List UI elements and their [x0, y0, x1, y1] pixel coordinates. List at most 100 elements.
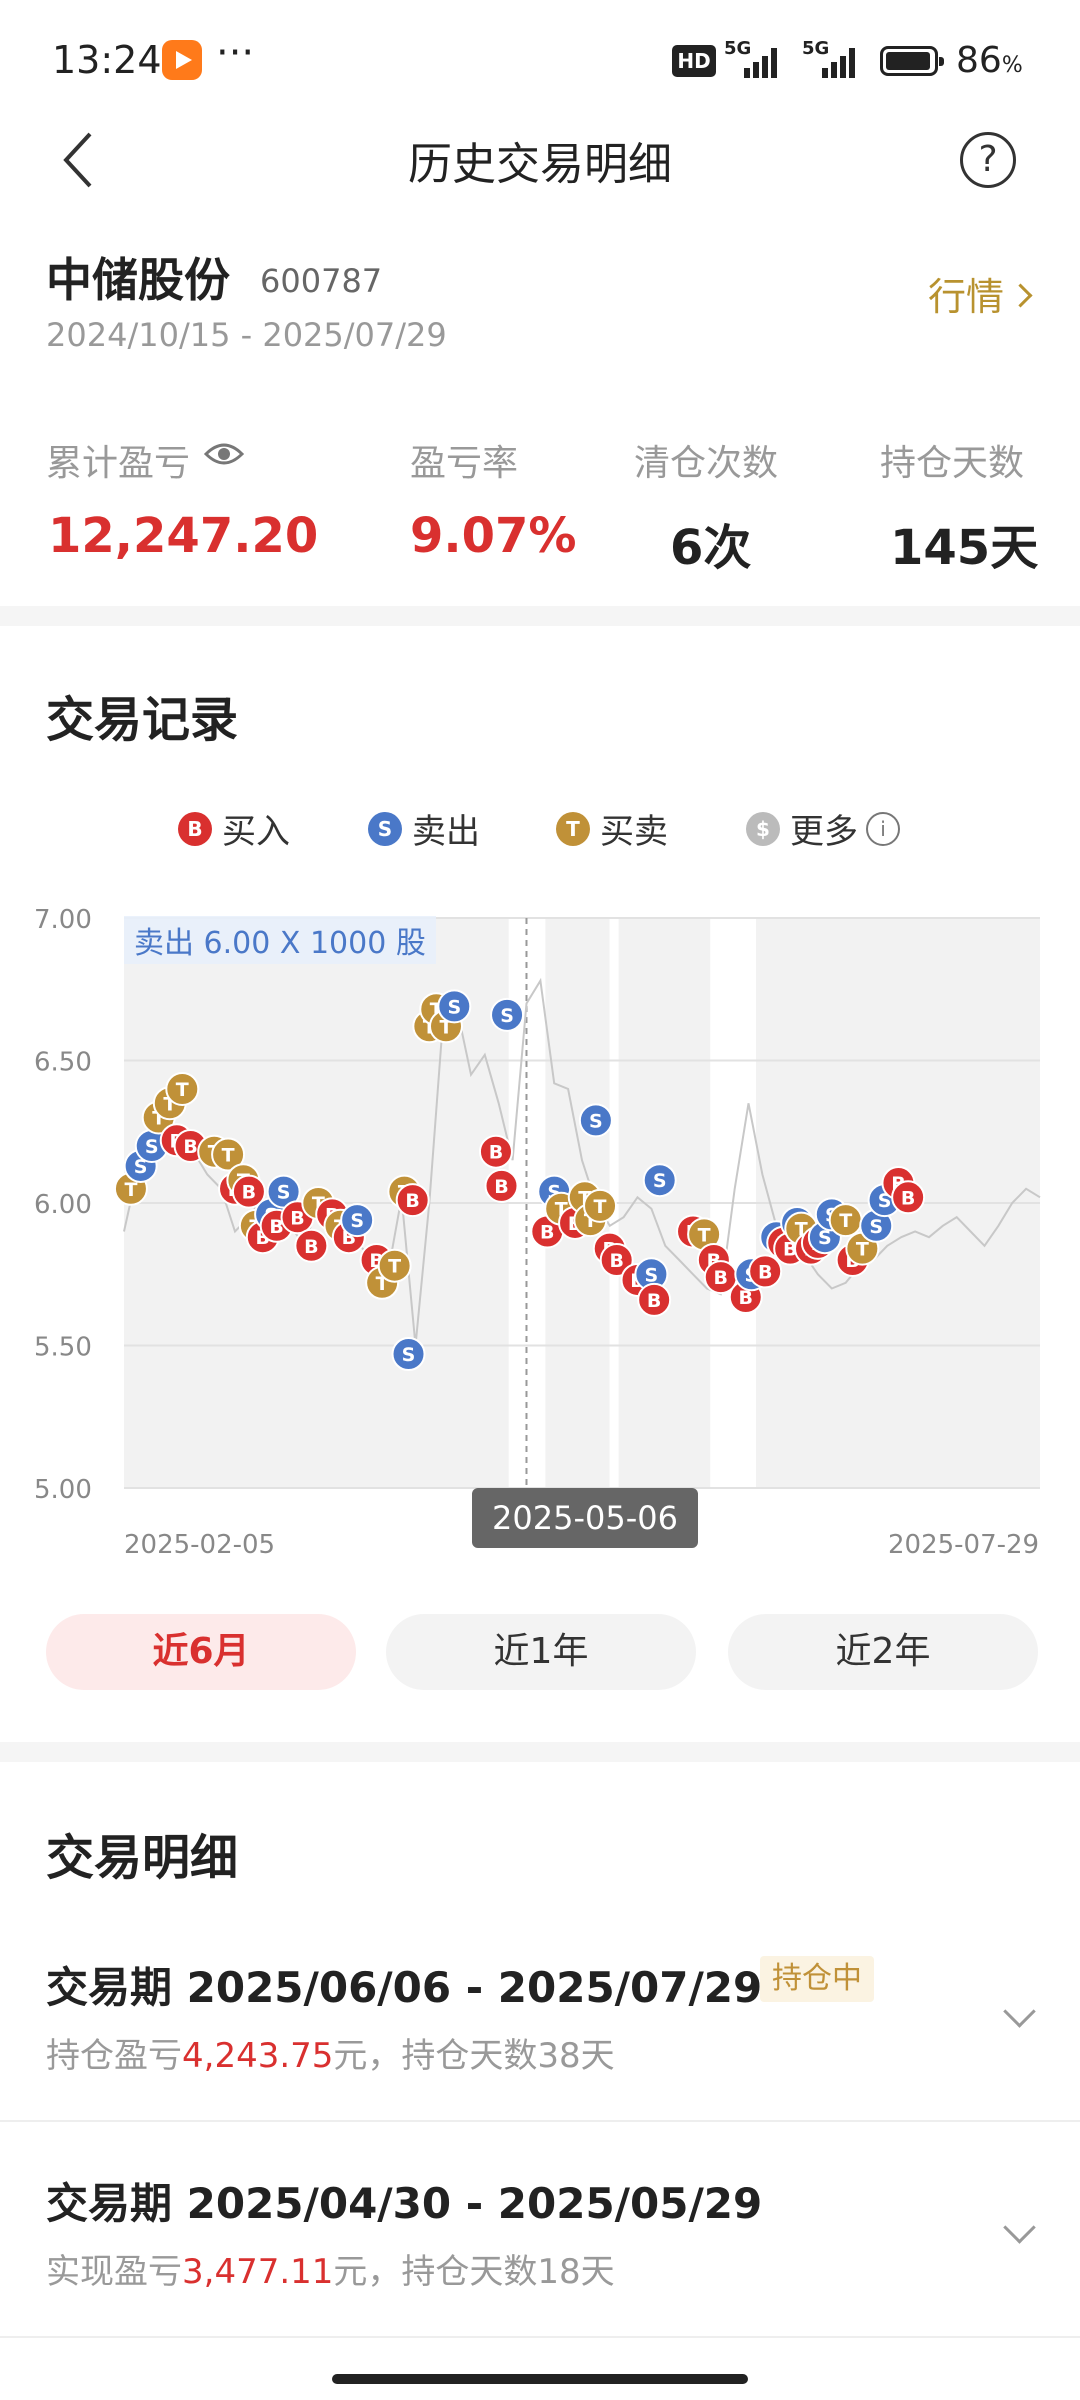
- dollar-marker-icon: $: [746, 811, 780, 846]
- stat-value-clear-count: 6次: [670, 520, 752, 576]
- tab-2-years[interactable]: 近2年: [728, 1614, 1038, 1690]
- buy-marker-label: B: [489, 1142, 503, 1164]
- buy-marker-label: B: [540, 1222, 554, 1244]
- legend-buy[interactable]: B 买入: [178, 804, 290, 853]
- signal-label-2: 5G: [802, 38, 830, 59]
- buy-marker-label: B: [901, 1187, 915, 1209]
- legend-buy-label: 买入: [222, 812, 290, 852]
- sell-marker-label: S: [869, 1216, 883, 1238]
- trade-marker-label: T: [839, 1210, 852, 1232]
- trade-marker: [583, 1188, 618, 1223]
- buy-marker: [891, 1180, 926, 1215]
- legend-more-label: 更多: [790, 812, 858, 852]
- legend-sell-label: 卖出: [412, 812, 480, 852]
- legend-more[interactable]: $ 更多 i: [746, 804, 900, 853]
- page-title: 历史交易明细: [408, 139, 672, 190]
- chart-tooltip-trade: 卖出 6.00 X 1000 股: [124, 916, 436, 964]
- hd-icon: HD: [672, 45, 716, 77]
- sell-marker-label: S: [277, 1182, 291, 1204]
- buy-marker: [748, 1254, 783, 1289]
- buy-marker-label: B: [405, 1190, 419, 1212]
- buy-marker: [395, 1183, 430, 1218]
- buy-marker-label: B: [647, 1290, 661, 1312]
- trade-marker-label: T: [856, 1239, 869, 1261]
- signal-label-1: 5G: [724, 38, 752, 59]
- legend-trade[interactable]: T 买卖: [556, 804, 668, 853]
- trade-marker-label: T: [124, 1179, 137, 1201]
- trade-marker: [165, 1072, 200, 1106]
- help-icon[interactable]: ?: [960, 132, 1016, 188]
- trade-details-title: 交易明细: [46, 1830, 239, 1886]
- trade-marker-label: T: [698, 1224, 711, 1246]
- buy-marker-label: B: [783, 1239, 797, 1261]
- info-icon[interactable]: i: [866, 811, 900, 846]
- sell-marker-label: S: [402, 1344, 416, 1366]
- sell-marker: [437, 989, 472, 1024]
- stat-value-hold-days: 145天: [890, 520, 1039, 576]
- sell-marker-label: S: [350, 1210, 364, 1232]
- sell-marker-label: S: [818, 1227, 832, 1249]
- sell-marker: [391, 1337, 426, 1372]
- trade-marker: [377, 1248, 412, 1283]
- battery-icon: [880, 46, 944, 76]
- buy-marker-label: B: [242, 1182, 256, 1204]
- buy-marker: [599, 1243, 634, 1277]
- section-divider: [0, 1742, 1080, 1762]
- y-tick-label: 7.00: [34, 905, 92, 935]
- sell-marker: [490, 997, 525, 1032]
- buy-marker: [294, 1228, 329, 1263]
- trade-period-title: 交易期 2025/04/30 - 2025/05/29: [46, 2179, 763, 2228]
- quote-link[interactable]: 行情: [928, 266, 1033, 321]
- trade-marker-label: T: [594, 1196, 607, 1218]
- signal-icon-1: 5G: [724, 38, 784, 78]
- trade-marker-label: T: [176, 1079, 189, 1101]
- eye-icon[interactable]: [204, 436, 244, 472]
- tab-1-year[interactable]: 近1年: [386, 1614, 696, 1690]
- buy-marker-label: B: [739, 1287, 753, 1309]
- buy-marker: [231, 1174, 266, 1209]
- stat-value-total-pnl: 12,247.20: [48, 508, 319, 564]
- buy-marker-label: B: [183, 1136, 197, 1158]
- sell-marker-label: S: [447, 996, 461, 1018]
- signal-icon-2: 5G: [802, 38, 862, 78]
- sell-marker-label: S: [653, 1170, 667, 1192]
- buy-marker-label: B: [714, 1267, 728, 1289]
- legend-sell[interactable]: S 卖出: [368, 804, 480, 853]
- y-tick-label: 5.50: [34, 1333, 92, 1363]
- trade-marker-label: T: [222, 1145, 235, 1167]
- x-axis-start-label: 2025-02-05: [124, 1530, 276, 1560]
- stat-label-clear-count: 清仓次数: [634, 443, 779, 484]
- buy-marker: [484, 1168, 519, 1203]
- sell-marker: [642, 1163, 677, 1198]
- buy-marker-label: B: [304, 1236, 318, 1258]
- sell-marker-label: S: [500, 1005, 514, 1027]
- chart-tooltip-date: 2025-05-06: [472, 1488, 698, 1548]
- sell-marker-label: S: [134, 1156, 148, 1178]
- home-indicator[interactable]: [332, 2374, 748, 2384]
- trade-marker-label: T: [388, 1256, 401, 1278]
- y-tick-label: 6.00: [34, 1190, 92, 1220]
- stat-label-pnl-rate: 盈亏率: [410, 443, 519, 484]
- sell-marker: [340, 1203, 375, 1238]
- battery-level: 86%: [956, 40, 1023, 81]
- chevron-right-icon: [1008, 283, 1033, 308]
- stock-name: 中储股份: [46, 253, 230, 307]
- trade-chart[interactable]: 7.006.506.005.505.00TSSTTTBBTTBTBTBSBSBB…: [30, 880, 1080, 1560]
- buy-marker-label: B: [290, 1207, 304, 1229]
- tab-6-months[interactable]: 近6月: [46, 1614, 356, 1690]
- trade-period-title: 交易期 2025/06/06 - 2025/07/29: [46, 1963, 763, 2012]
- trade-records-title: 交易记录: [46, 692, 239, 748]
- stock-code: 600787: [260, 262, 383, 300]
- y-tick-label: 5.00: [34, 1475, 92, 1505]
- back-arrow-icon[interactable]: [58, 130, 98, 190]
- status-time: 13:24: [52, 38, 162, 82]
- buy-marker: [478, 1134, 513, 1169]
- stat-label-total-pnl: 累计盈亏: [46, 443, 191, 484]
- trade-period-summary: 持仓盈亏4,243.75元，持仓天数38天: [46, 2036, 615, 2076]
- sell-marker: [578, 1103, 613, 1138]
- trade-marker: [211, 1137, 246, 1172]
- more-dots-icon: ···: [216, 30, 255, 76]
- video-app-icon: [162, 40, 202, 80]
- buy-marker: [637, 1282, 672, 1317]
- y-tick-label: 6.50: [34, 1048, 92, 1078]
